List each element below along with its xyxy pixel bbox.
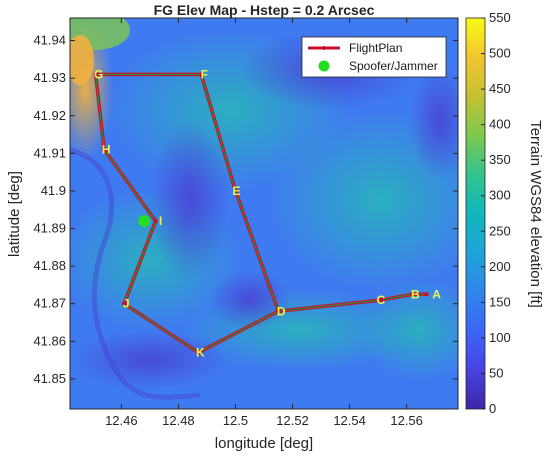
colorbar-tick-label: 50 [489,365,503,380]
x-tick-label: 12.54 [333,413,366,428]
plot-area [69,17,459,410]
waypoint-label-k: K [196,346,205,360]
waypoint-label-d: D [277,304,286,318]
waypoint-marker [196,350,201,355]
waypoint-label-h: H [102,143,111,157]
waypoint-label-j: J [123,297,130,311]
waypoint-marker [378,297,384,303]
waypoint-label-i: I [159,214,162,228]
legend-flightplan-marker [322,46,326,50]
waypoint-labels: AB C D K J I H G F E [94,67,441,359]
waypoint-marker [102,147,107,152]
y-tick-label: 41.88 [33,258,66,273]
waypoint-marker [410,292,415,297]
legend-flightplan-label: FlightPlan [349,41,402,55]
legend-spoofer-label: Spoofer/Jammer [349,59,438,73]
waypoint-label-g: G [94,67,103,81]
waypoint-label-a: A [432,287,441,301]
y-tick-label: 41.86 [33,333,66,348]
spoofer-jammer [138,215,151,228]
y-tick-label: 41.89 [33,221,66,236]
colorbar-tick-label: 100 [489,330,511,345]
y-tick-label: 41.91 [33,145,66,160]
waypoint-label-b: B [411,287,420,301]
colorbar [465,17,486,410]
x-tick-label: 12.52 [276,413,309,428]
waypoint-marker [153,218,158,224]
colorbar-tick-label: 200 [489,259,511,274]
legend-spoofer-marker [318,60,330,72]
colorbar-tick-label: 550 [489,10,511,25]
y-tick-label: 41.87 [33,296,66,311]
y-axis-label: latitude [deg] [6,171,23,257]
colorbar-tick-label: 0 [489,401,496,416]
waypoint-marker [93,72,98,77]
y-tick-label: 41.9 [41,183,66,198]
colorbar-axis: 0 50 100 150 200 250 300 350 400 450 500 550 [481,10,511,416]
waypoint-label-f: F [201,67,208,81]
waypoint-marker [276,309,281,314]
x-tick-label: 12.5 [223,413,248,428]
colorbar-tick-label: 250 [489,223,511,238]
waypoint-marker [199,72,204,77]
y-axis: 41.85 41.86 41.87 41.88 41.89 41.9 41.91 41.92 4… [33,33,458,386]
colorbar-label: Terrain WGS84 elevation [ft] [527,120,544,308]
x-tick-label: 12.56 [390,413,423,428]
colorbar-tick-label: 300 [489,188,511,203]
colorbar-tick-label: 450 [489,81,511,96]
colorbar-tick-label: 500 [489,46,511,61]
y-tick-label: 41.85 [33,371,66,386]
colorbar-tick-label: 400 [489,117,511,132]
waypoint-label-c: C [377,293,386,307]
spoofer-marker [138,215,151,228]
legend: FlightPlan Spoofer/Jammer [301,36,447,78]
colorbar-tick-label: 150 [489,294,511,309]
x-tick-label: 12.48 [162,413,195,428]
waypoint-marker [122,301,127,306]
colorbar-tick-label: 350 [489,152,511,167]
flightplan-centerline [95,73,427,354]
x-axis: 12.46 12.48 12.5 12.52 12.54 12.56 [105,18,423,428]
y-tick-label: 41.94 [33,33,66,48]
chart-title: FG Elev Map - Hstep = 0.2 Arcsec [154,2,375,18]
waypoint-marker [233,188,238,194]
x-axis-label: longitude [deg] [215,435,313,452]
y-tick-label: 41.93 [33,70,66,85]
y-tick-label: 41.92 [33,108,66,123]
flight-plan [93,72,429,355]
waypoint-label-e: E [232,184,240,198]
x-tick-label: 12.46 [105,413,138,428]
waypoint-marker [424,292,429,297]
